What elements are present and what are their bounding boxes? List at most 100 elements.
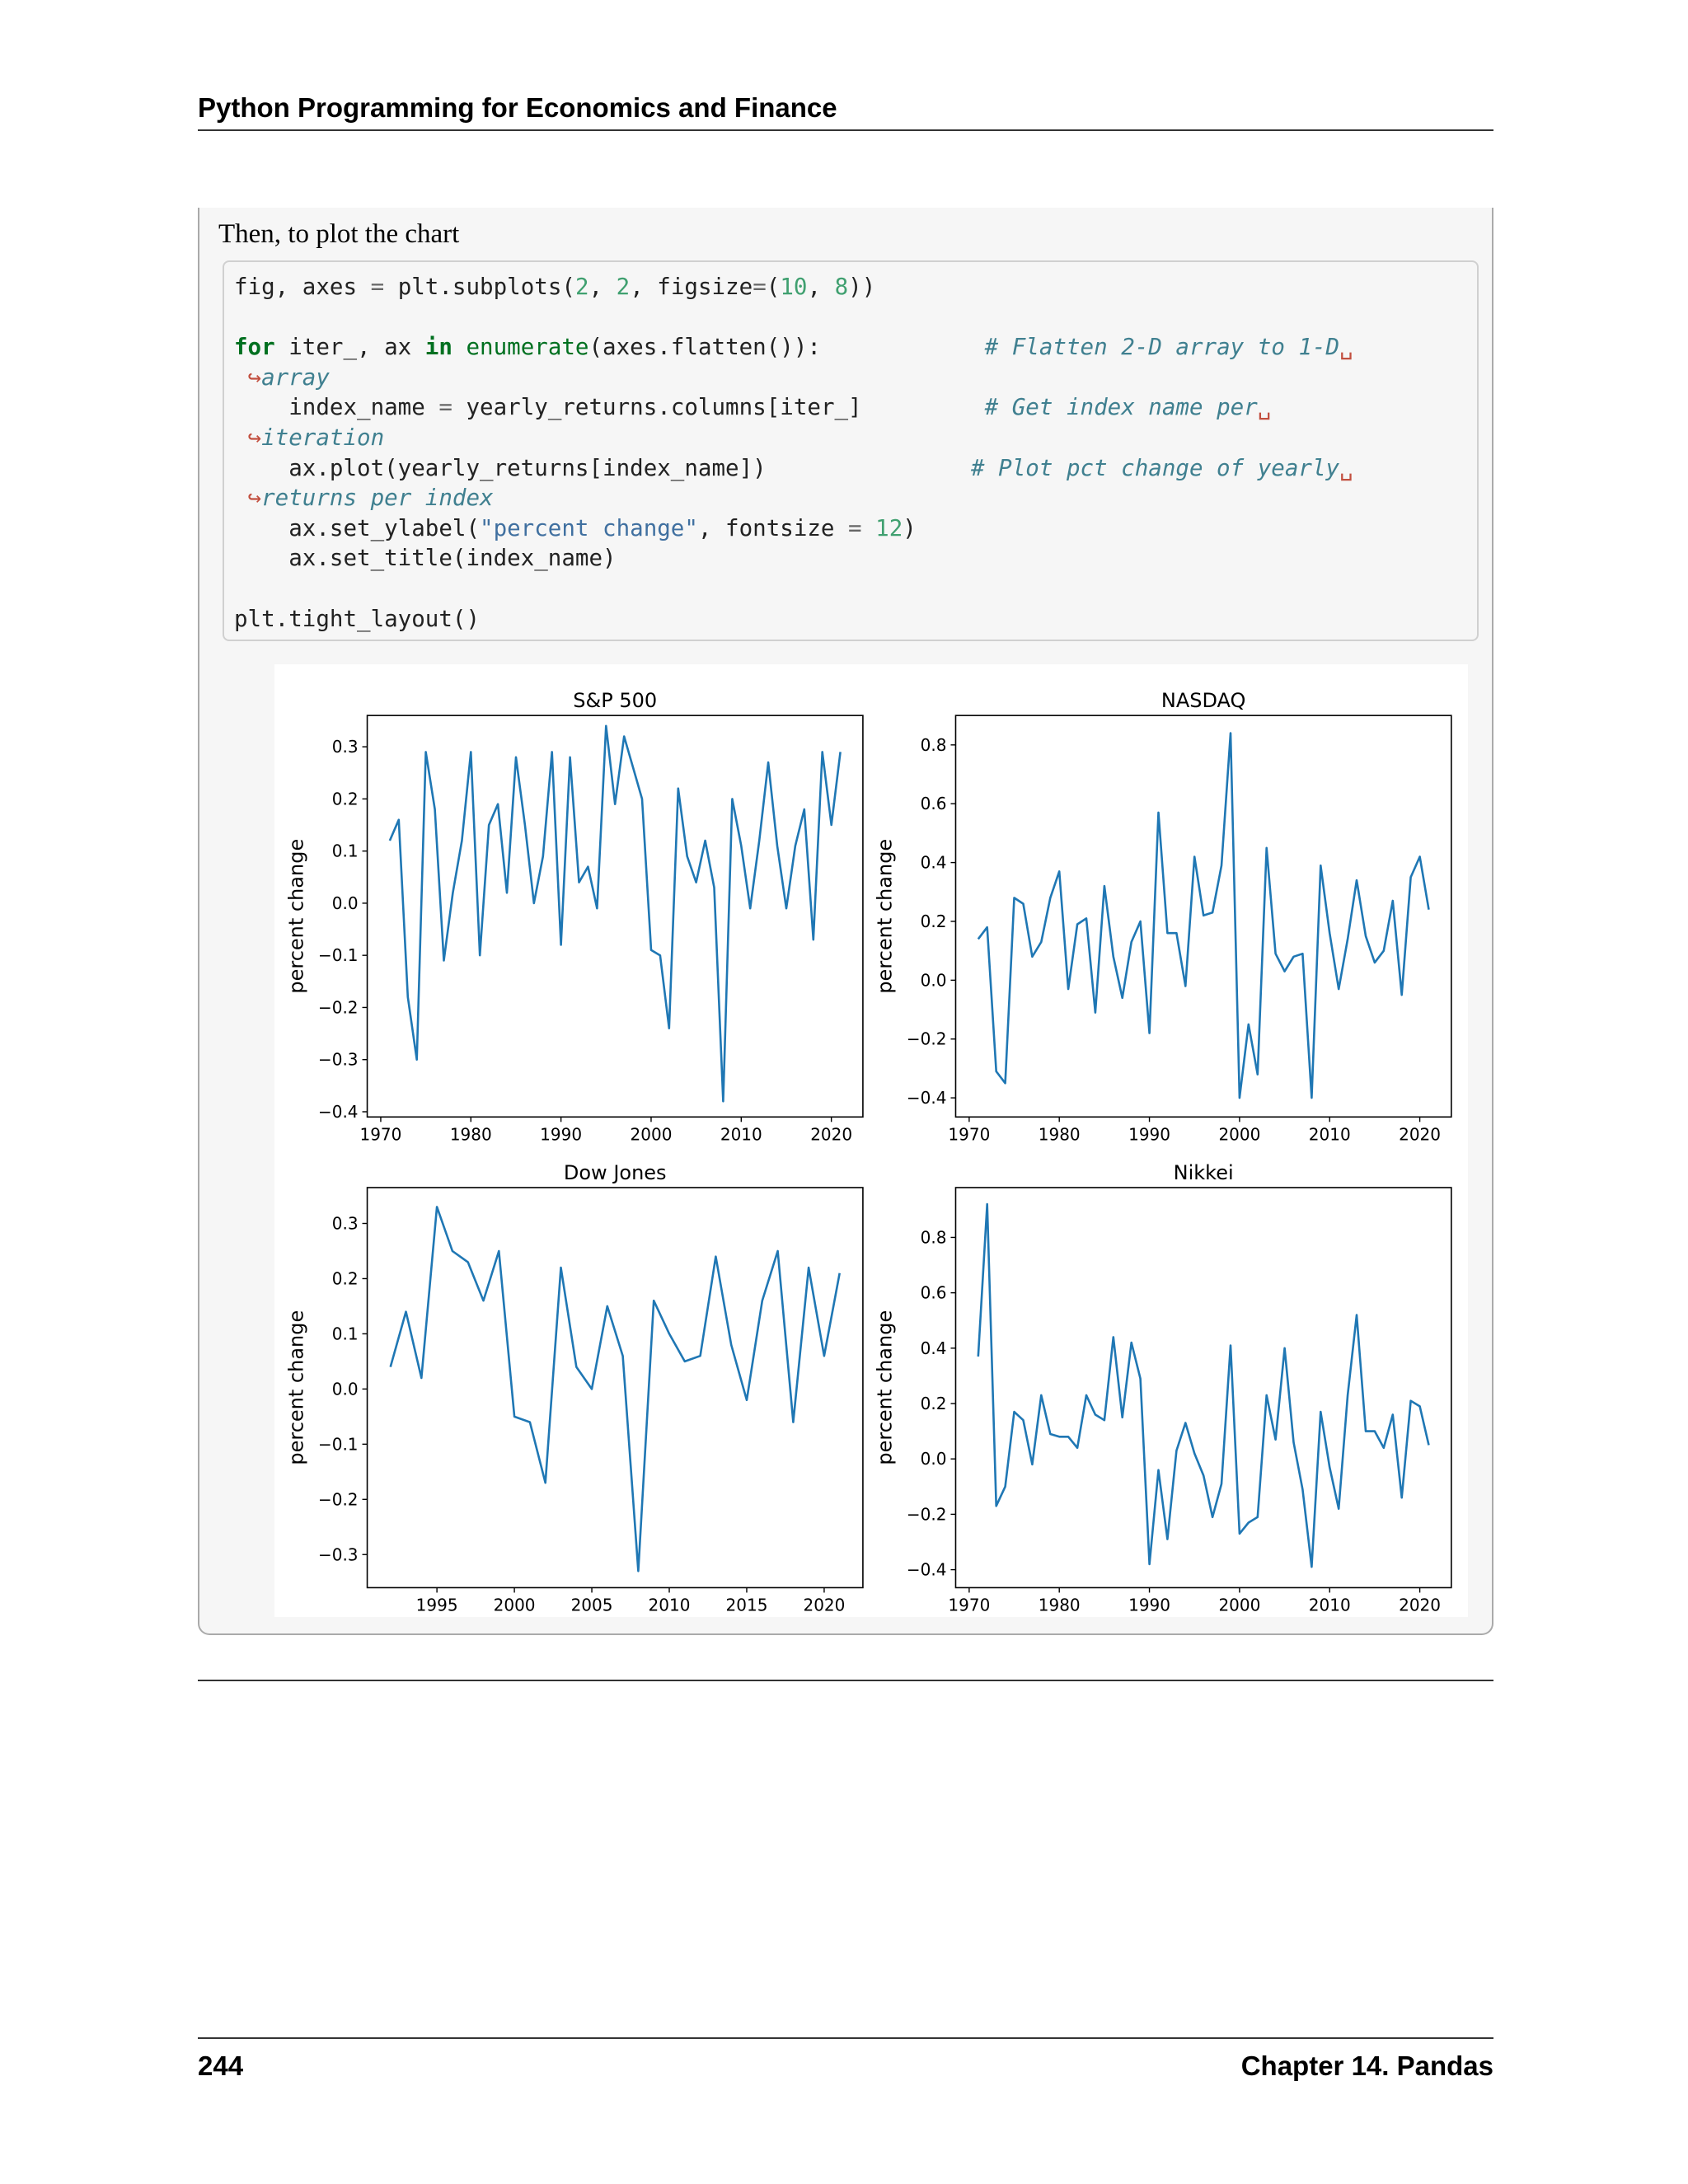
code-token: enumerate — [466, 334, 589, 361]
y-tick-label: −0.2 — [318, 1489, 359, 1509]
intro-text: Then, to plot the chart — [218, 219, 460, 249]
x-tick-label: 2010 — [649, 1595, 691, 1615]
y-tick-label: −0.2 — [907, 1029, 947, 1049]
y-tick-label: 0.2 — [332, 1268, 359, 1288]
chart-panel: −0.4 −0.3 −0.2 −0.1 0.0 0.1 0.2 0.3 1970 1980 1990… — [285, 689, 864, 1144]
series-line — [977, 732, 1430, 1099]
x-tick-label: 1990 — [1128, 1124, 1170, 1144]
y-tick-label: −0.4 — [907, 1088, 947, 1108]
series-line — [388, 724, 842, 1103]
code-token: (axes.flatten()): — [588, 334, 985, 361]
y-axis-label: percent change — [873, 839, 896, 994]
x-tick-label: 1970 — [948, 1124, 990, 1144]
code-token: yearly_returns.columns[iter_] — [452, 394, 985, 421]
x-tick-label: 2000 — [1218, 1124, 1260, 1144]
code-token: 2 — [574, 274, 589, 300]
x-tick-label: 2010 — [720, 1124, 762, 1144]
y-tick-label: 0.0 — [921, 1449, 947, 1469]
y-tick-label: −0.4 — [318, 1102, 359, 1122]
y-axis-label: percent change — [873, 1310, 896, 1465]
plot-frame — [954, 1187, 1452, 1589]
code-token: "percent change" — [480, 514, 698, 541]
code-token: ␣ — [1339, 454, 1353, 481]
code-block: fig, axes = plt.subplots(2, 2, figsize=(… — [223, 260, 1479, 641]
x-tick-label: 2020 — [810, 1124, 852, 1144]
code-token: # Get index name per — [984, 394, 1258, 421]
y-tick-label: −0.4 — [907, 1560, 947, 1580]
x-tick-label: 2010 — [1309, 1124, 1351, 1144]
code-token: )) — [848, 274, 876, 300]
x-tick-label: 2020 — [1399, 1124, 1441, 1144]
running-head: Python Programming for Economics and Fin… — [198, 92, 837, 123]
figure: −0.4 −0.3 −0.2 −0.1 0.0 0.1 0.2 0.3 1970 1980 1990… — [274, 664, 1468, 1617]
code-token: 10 — [780, 274, 808, 300]
code-token: ␣ — [1257, 394, 1272, 421]
code-token: = — [370, 274, 385, 300]
chart-panel: −0.3 −0.2 −0.1 0.0 0.1 0.2 0.3 1995 2000 2005 2010… — [285, 1161, 864, 1615]
y-tick-label: 0.4 — [921, 1338, 947, 1358]
plot-frame — [366, 715, 864, 1118]
figure-svg: −0.4 −0.3 −0.2 −0.1 0.0 0.1 0.2 0.3 1970 1980 1990… — [285, 689, 1452, 1615]
y-tick-label: 0.6 — [921, 794, 947, 813]
x-tick-label: 2005 — [571, 1595, 613, 1615]
code-token: ax.plot(yearly_returns[index_name]) — [234, 454, 972, 481]
x-tick-label: 1990 — [1128, 1595, 1170, 1615]
code-token: ) — [903, 514, 917, 541]
code-token: , — [807, 274, 835, 300]
y-tick-label: 0.2 — [921, 1394, 947, 1413]
x-tick-label: 2000 — [494, 1595, 536, 1615]
code-token: # Flatten 2-D array to 1-D — [984, 334, 1340, 361]
code-token: = — [848, 514, 862, 541]
chart-title: S&P 500 — [573, 689, 657, 712]
y-tick-label: −0.2 — [318, 997, 359, 1017]
y-tick-label: −0.2 — [907, 1504, 947, 1524]
code-token: iteration — [261, 424, 385, 451]
x-tick-label: 1995 — [416, 1595, 458, 1615]
chart-panel: −0.4 −0.2 0.0 0.2 0.4 0.6 0.8 1970 1980 1990 2000 2… — [873, 1161, 1452, 1615]
x-tick-label: 2015 — [726, 1595, 768, 1615]
x-tick-label: 2000 — [631, 1124, 673, 1144]
code-token: iter_, ax — [274, 334, 425, 361]
y-axis-label: percent change — [285, 839, 308, 994]
code-token: returns per index — [261, 485, 494, 512]
code-token: ↪ — [234, 485, 262, 512]
chart-title: Dow Jones — [564, 1161, 667, 1184]
page-number: 244 — [198, 2050, 244, 2081]
code-token: , — [588, 274, 617, 300]
code-token: # Plot pct change of yearly — [971, 454, 1340, 481]
x-tick-label: 1980 — [1039, 1595, 1081, 1615]
code-token: in — [424, 334, 452, 361]
code-token: fig, axes — [234, 274, 371, 300]
y-tick-label: 0.6 — [921, 1283, 947, 1303]
header-rule — [198, 129, 1493, 131]
y-tick-label: 0.8 — [921, 735, 947, 755]
y-tick-label: 0.3 — [332, 1213, 359, 1233]
series-line — [977, 1202, 1430, 1568]
y-tick-label: 0.0 — [332, 1379, 359, 1399]
code-token: = — [753, 274, 767, 300]
code-token: 8 — [834, 274, 849, 300]
chapter-label: Chapter 14. Pandas — [1240, 2050, 1493, 2081]
code-token: ax.set_ylabel( — [234, 514, 481, 541]
chart-panel: −0.4 −0.2 0.0 0.2 0.4 0.6 0.8 1970 1980 1990 2000 2… — [873, 689, 1452, 1144]
y-tick-label: −0.3 — [318, 1050, 359, 1070]
x-tick-label: 1970 — [948, 1595, 990, 1615]
code-token: ␣ — [1339, 334, 1353, 361]
x-tick-label: 2020 — [803, 1595, 845, 1615]
chart-title: NASDAQ — [1161, 689, 1246, 712]
x-tick-label: 2000 — [1218, 1595, 1260, 1615]
footer-rule-top — [198, 1680, 1493, 1681]
y-tick-label: 0.0 — [332, 893, 359, 913]
code-token — [452, 334, 467, 360]
plot-frame — [366, 1187, 864, 1589]
y-axis-label: percent change — [285, 1310, 308, 1465]
y-tick-label: 0.2 — [921, 912, 947, 931]
code-token: ↪ — [234, 424, 262, 451]
code-token: = — [438, 394, 452, 421]
y-tick-label: 0.2 — [332, 789, 359, 808]
y-tick-label: 0.8 — [921, 1227, 947, 1247]
x-tick-label: 1980 — [1039, 1124, 1081, 1144]
x-tick-label: 1990 — [540, 1124, 582, 1144]
code-text: fig, axes = plt.subplots(2, 2, figsize=(… — [234, 272, 1353, 634]
y-tick-label: 0.4 — [921, 853, 947, 873]
